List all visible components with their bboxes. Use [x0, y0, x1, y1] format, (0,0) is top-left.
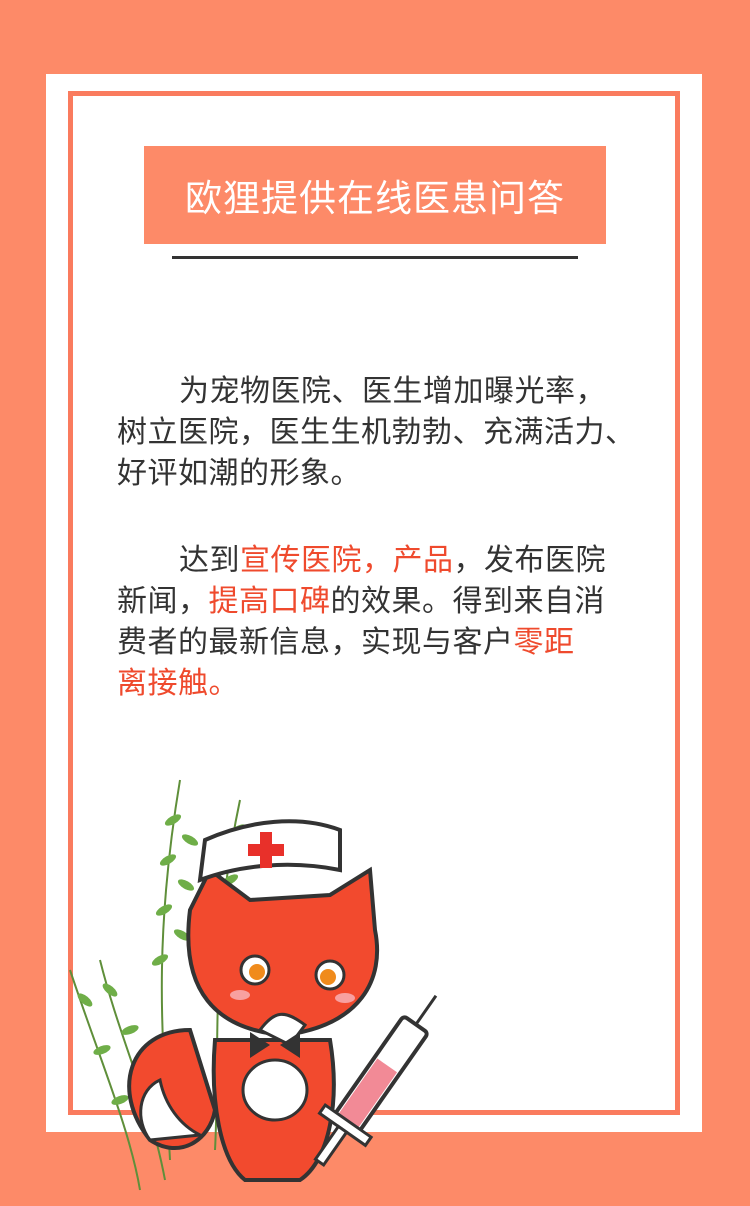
- text-segment: 达到: [179, 543, 240, 578]
- paragraph2-line4: 离接触。: [117, 663, 643, 704]
- fox-head: [188, 870, 377, 1035]
- title-divider: [172, 256, 578, 259]
- paragraph1-line1: 为宠物医院、医生增加曝光率，: [117, 371, 643, 412]
- paragraph2-line1: 达到宣传医院，产品，发布医院: [117, 540, 643, 581]
- highlight-reputation: 提高口碑: [209, 584, 331, 619]
- paragraph-promotion: 达到宣传医院，产品，发布医院 新闻，提高口碑的效果。得到来自消 费者的最新信息，…: [117, 540, 643, 704]
- paragraph2-line2: 新闻，提高口碑的效果。得到来自消: [117, 581, 643, 622]
- text-segment: ，发布医院: [454, 543, 607, 578]
- text-segment: 新闻，: [117, 584, 209, 619]
- highlight-promote-hospital: 宣传医院，产品: [240, 543, 454, 578]
- page-title: 欧狸提供在线医患问答: [185, 168, 565, 222]
- text-segment: 的效果。得到来自消: [331, 584, 606, 619]
- text-segment: 费者的最新信息，实现与客户: [117, 625, 514, 660]
- paragraph2-line3: 费者的最新信息，实现与客户零距: [117, 622, 643, 663]
- paragraph1-line2: 树立医院，医生生机勃勃、充满活力、: [117, 412, 643, 453]
- fox-nurse-illustration: [40, 760, 460, 1200]
- paragraph1-line3: 好评如潮的形象。: [117, 453, 643, 494]
- highlight-zero-distance: 零距: [514, 625, 575, 660]
- paragraph-exposure: 为宠物医院、医生增加曝光率， 树立医院，医生生机勃勃、充满活力、 好评如潮的形象…: [117, 371, 643, 494]
- title-banner: 欧狸提供在线医患问答: [144, 146, 606, 244]
